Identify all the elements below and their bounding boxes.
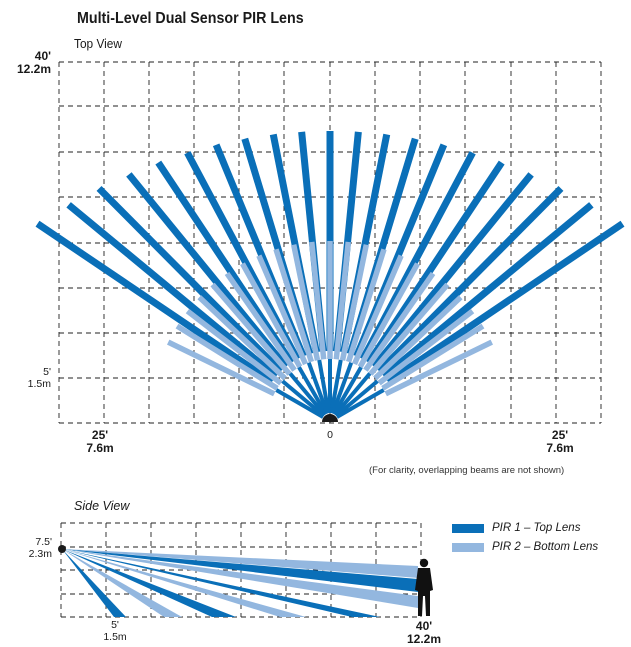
top-lens-beam bbox=[96, 185, 284, 374]
top-lens-near-beam bbox=[335, 388, 385, 419]
side-x-mid-m: 1.5m bbox=[103, 631, 127, 643]
bottom-lens-beam bbox=[175, 323, 279, 391]
side-beam-top-lens bbox=[62, 549, 126, 617]
top-y-max-ft: 40' bbox=[34, 49, 51, 63]
diagram-title: Multi-Level Dual Sensor PIR Lens bbox=[77, 10, 304, 27]
legend-swatch-bottom-lens bbox=[452, 543, 484, 552]
top-lens-near-beam bbox=[333, 372, 372, 417]
side-view-label: Side View bbox=[74, 499, 130, 513]
top-lens-beam bbox=[376, 185, 564, 374]
bottom-lens-beam bbox=[377, 308, 475, 386]
top-lens-beam bbox=[66, 202, 279, 380]
bottom-lens-beam bbox=[345, 248, 387, 363]
bottom-lens-beam bbox=[291, 244, 321, 361]
side-y-m: 2.3m bbox=[28, 548, 52, 560]
top-x-right-m: 7.6m bbox=[546, 441, 574, 455]
top-lens-near-beam bbox=[330, 362, 354, 415]
bottom-lens-beam bbox=[368, 282, 450, 376]
bottom-lens-beam bbox=[351, 254, 404, 366]
top-lens-beam bbox=[35, 220, 274, 385]
side-sensor-icon bbox=[58, 545, 66, 553]
top-lens-near-beam bbox=[297, 366, 328, 416]
top-lens-near-beam bbox=[334, 379, 379, 418]
bottom-lens-beam bbox=[167, 339, 276, 397]
bottom-lens-beam bbox=[210, 282, 292, 376]
side-x-end-ft: 40' bbox=[415, 619, 433, 633]
bottom-lens-beam bbox=[273, 248, 315, 363]
bottom-lens-beam bbox=[197, 295, 287, 381]
overlap-note: (For clarity, overlapping beams are not … bbox=[369, 465, 565, 476]
side-beam-top-lens bbox=[62, 549, 418, 592]
bottom-lens-beam bbox=[357, 262, 420, 369]
bottom-lens-beam bbox=[333, 241, 351, 360]
side-beam-bottom-lens bbox=[62, 549, 418, 578]
bottom-lens-beam bbox=[256, 254, 309, 366]
side-x-mid-ft: 5' bbox=[111, 619, 119, 631]
side-beam-bottom-lens bbox=[62, 549, 182, 617]
bottom-lens-beam bbox=[240, 262, 303, 369]
side-beam-top-lens bbox=[62, 549, 236, 617]
side-beam-top-lens bbox=[62, 549, 380, 617]
bottom-lens-beams bbox=[167, 241, 493, 397]
top-lens-beam bbox=[386, 220, 625, 385]
top-x-center: 0 bbox=[327, 429, 333, 441]
legend-label-bottom-lens: PIR 2 – Bottom Lens bbox=[492, 541, 599, 553]
person-silhouette-icon bbox=[415, 558, 433, 616]
top-lens-beam bbox=[381, 202, 594, 380]
top-y-max-m: 12.2m bbox=[16, 62, 51, 76]
top-y-mid-m: 1.5m bbox=[27, 378, 51, 390]
bottom-lens-beam bbox=[185, 308, 283, 386]
sensor-icon bbox=[322, 414, 338, 422]
top-lens-near-beam bbox=[281, 379, 326, 418]
top-x-left-ft: 25' bbox=[91, 428, 109, 442]
top-lens-beam bbox=[126, 172, 289, 369]
bottom-lens-beam bbox=[373, 295, 463, 381]
side-beam-bottom-lens bbox=[62, 549, 306, 617]
bottom-lens-beam bbox=[339, 244, 369, 361]
legend-label-top-lens: PIR 1 – Top Lens bbox=[492, 522, 581, 534]
top-lens-near-beam bbox=[288, 372, 327, 417]
bottom-lens-beam bbox=[384, 339, 493, 397]
legend-swatch-top-lens bbox=[452, 524, 484, 533]
top-view-label: Top View bbox=[74, 37, 122, 51]
top-lens-near-beam bbox=[317, 359, 331, 414]
top-x-left-m: 7.6m bbox=[86, 441, 114, 455]
bottom-lens-beam bbox=[381, 323, 485, 391]
top-lens-near-beam bbox=[306, 362, 330, 415]
bottom-lens-beam bbox=[224, 271, 297, 372]
top-lens-near-beam bbox=[332, 366, 363, 416]
side-x-end-m: 12.2m bbox=[406, 632, 442, 646]
bottom-lens-beam bbox=[309, 241, 327, 360]
top-x-right-ft: 25' bbox=[551, 428, 569, 442]
top-y-mid-ft: 5' bbox=[43, 366, 51, 378]
top-lens-beam bbox=[371, 172, 534, 369]
side-view-beams bbox=[62, 549, 418, 617]
top-lens-near-beam bbox=[275, 388, 325, 419]
side-beam-bottom-lens bbox=[62, 549, 418, 608]
top-lens-near-beam bbox=[329, 359, 343, 414]
side-y-ft: 7.5' bbox=[35, 536, 52, 548]
bottom-lens-beam bbox=[363, 271, 436, 372]
